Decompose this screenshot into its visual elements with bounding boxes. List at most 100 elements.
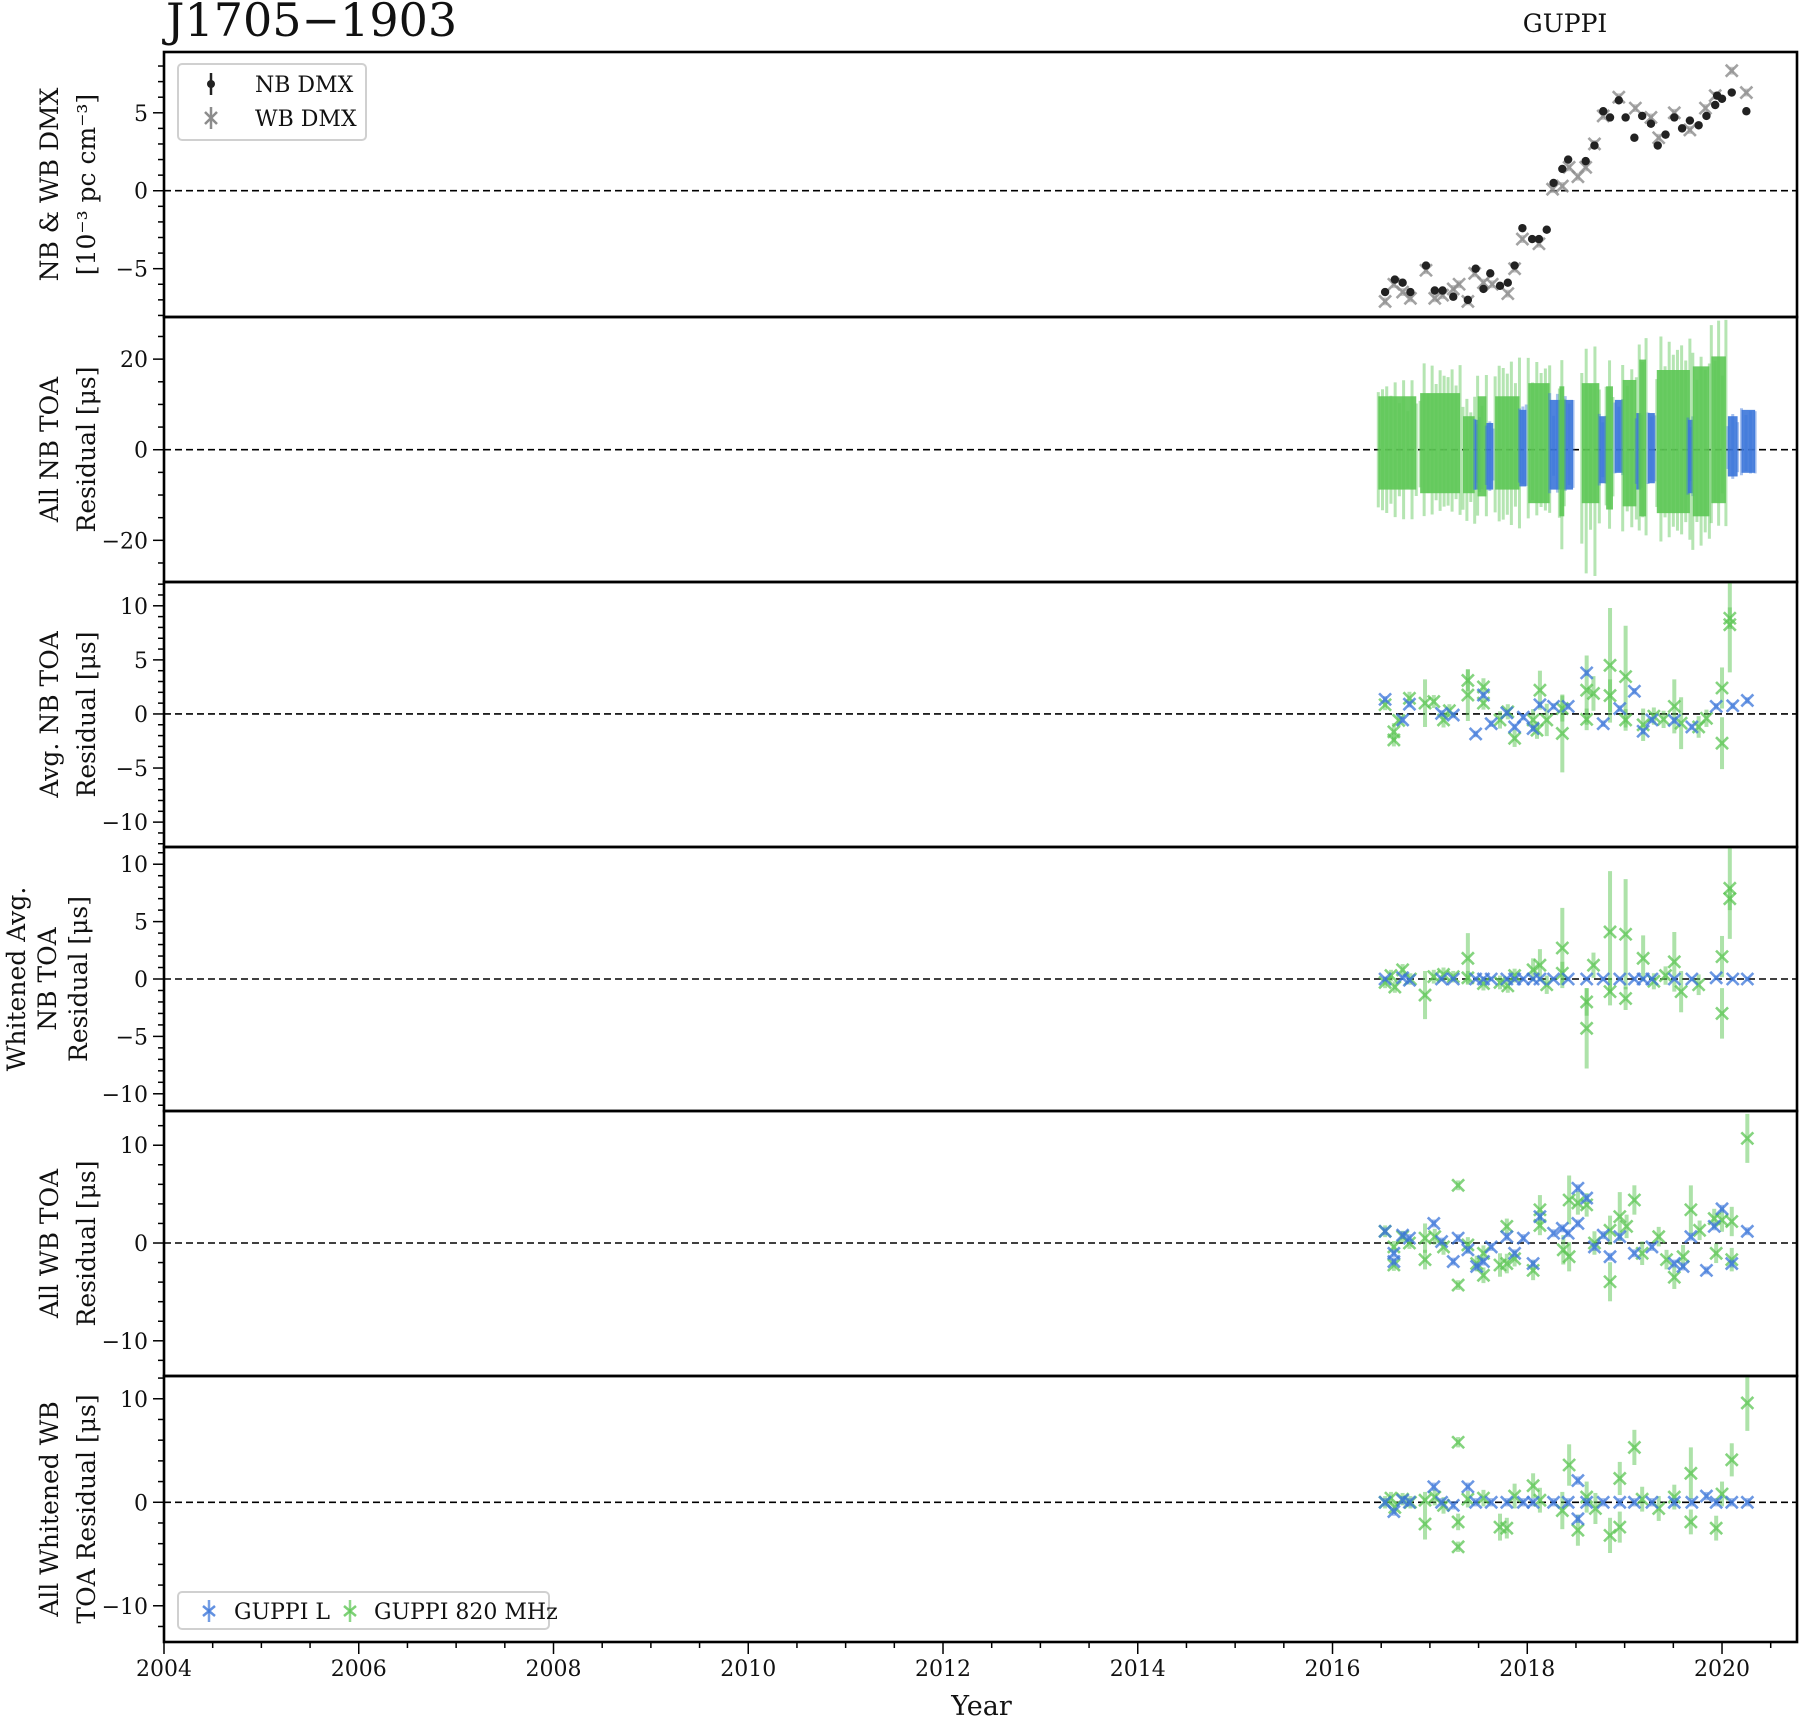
data-point-dot [1605, 113, 1615, 122]
data-point-x [1507, 1246, 1522, 1261]
data-point-x [1533, 697, 1547, 712]
data-point-x [1526, 1256, 1541, 1271]
data-point-dot [1694, 121, 1703, 130]
data-point-x [1682, 123, 1697, 137]
data-point-x [1460, 1242, 1475, 1257]
data-point-x [1526, 1478, 1541, 1493]
data-point-x [1692, 1223, 1707, 1238]
data-point-x [1612, 1471, 1627, 1486]
y-tick-label: −20 [102, 529, 148, 554]
data-point-x [1740, 1224, 1755, 1239]
data-point-x [1507, 1251, 1522, 1266]
toa-cluster [1526, 357, 1552, 519]
data-point-dot [1534, 234, 1544, 244]
figure-title: J1705−1903 [162, 0, 457, 47]
data-point-dot [1661, 130, 1670, 139]
data-point-x [1378, 692, 1393, 707]
data-point-x [1740, 972, 1755, 986]
data-point-x [1709, 970, 1724, 985]
data-point-x [1476, 1268, 1491, 1283]
data-point-x [1667, 972, 1682, 986]
data-point-x [1484, 1495, 1499, 1510]
data-point-x [1707, 1219, 1722, 1234]
data-point-x [1709, 1521, 1724, 1536]
y-axis-label: Residual [μs] [72, 367, 101, 533]
data-point-x [1426, 1479, 1441, 1494]
data-point-x [1612, 701, 1627, 716]
data-point-x [1446, 969, 1461, 984]
series-guppi-820-mhz [1378, 1376, 1755, 1554]
data-point-x [1740, 1395, 1755, 1410]
data-point-x [1644, 972, 1659, 986]
data-point-x [1658, 968, 1673, 983]
data-point-x [1651, 1229, 1666, 1244]
data-point-x [1446, 972, 1461, 986]
y-tick-label: −10 [102, 1083, 148, 1108]
toa-cluster [1726, 413, 1740, 479]
data-point-x [1603, 984, 1617, 999]
data-point-x [1562, 1249, 1577, 1264]
data-point-x [1579, 712, 1594, 727]
toa-cluster-core [1474, 419, 1480, 490]
legend-label: NB DMX [255, 73, 354, 98]
data-point-x [1570, 1523, 1585, 1538]
data-point-x [1722, 611, 1737, 626]
data-point-x [1586, 686, 1601, 701]
data-point-dot [1581, 156, 1590, 166]
data-point-x [1555, 941, 1570, 955]
data-point-x [1402, 691, 1417, 706]
legend-label: GUPPI L [234, 1600, 330, 1625]
data-point-x [1683, 1466, 1698, 1481]
data-point-x [1667, 954, 1682, 969]
toa-cluster [1637, 338, 1648, 536]
y-tick-label: −10 [102, 1330, 148, 1355]
y-axis-label: All WB TOA [35, 1168, 64, 1319]
data-marks [1376, 319, 1757, 577]
data-point-dot [1637, 111, 1647, 121]
toa-cluster [1557, 360, 1566, 550]
data-point-x [1722, 891, 1737, 906]
data-point-x [1499, 1495, 1514, 1510]
data-point-dot [1503, 278, 1512, 287]
toa-cluster [1493, 357, 1521, 529]
data-point-x [1724, 1252, 1739, 1267]
data-point-x [1546, 699, 1561, 714]
data-point-x [1699, 1489, 1714, 1503]
data-point-x [1627, 1440, 1642, 1455]
data-point-x [1452, 277, 1467, 292]
toa-cluster-core [1477, 396, 1487, 497]
x-axis-label: Year [950, 1691, 1012, 1722]
data-point-x [1740, 1495, 1755, 1510]
y-axis-label: NB & WB DMX [35, 87, 64, 281]
data-point-dot [1558, 164, 1567, 174]
data-point-x [1579, 1021, 1594, 1036]
data-point-x [1426, 694, 1441, 709]
data-point-x [1612, 1209, 1627, 1224]
data-point-x [1546, 1226, 1561, 1241]
data-point-x [1499, 1521, 1514, 1536]
data-point-dot [1430, 286, 1439, 295]
toa-cluster-core [1599, 416, 1607, 484]
data-point-x [1667, 1256, 1682, 1271]
data-point-x [1562, 1193, 1577, 1207]
toa-cluster-core [1581, 383, 1600, 504]
toa-cluster-core [1559, 386, 1565, 517]
y-tick-label: 5 [134, 649, 148, 674]
data-point-x [1596, 716, 1611, 731]
data-point-dot [1518, 223, 1527, 233]
y-axis-label: Residual [μs] [72, 1161, 101, 1327]
legend-asterisk-icon [202, 1605, 216, 1617]
data-point-x [1579, 683, 1594, 698]
data-point-x [1667, 1270, 1682, 1285]
data-point-x [1418, 1493, 1432, 1508]
data-point-x [1596, 1228, 1611, 1243]
y-tick-label: −5 [116, 757, 148, 782]
data-point-x [1460, 688, 1475, 702]
data-point-x [1418, 988, 1432, 1002]
toa-cluster-core [1378, 396, 1417, 490]
data-point-x [1402, 697, 1417, 712]
data-point-x [1684, 1495, 1699, 1510]
data-point-x [1515, 232, 1530, 246]
y-tick-label: 0 [134, 1491, 148, 1516]
data-point-x [1446, 1498, 1461, 1513]
